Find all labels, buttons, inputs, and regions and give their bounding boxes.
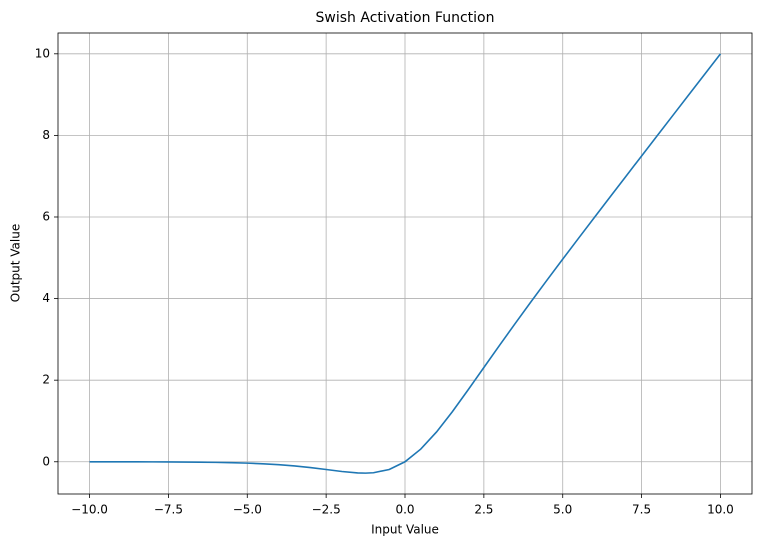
x-tick-label: 10.0 — [707, 503, 734, 517]
x-axis-label: Input Value — [371, 523, 439, 537]
x-tick-label: 2.5 — [474, 503, 493, 517]
y-axis-label: Output Value — [9, 224, 23, 302]
plot-frame — [57, 32, 753, 495]
y-tick-label: 10 — [35, 46, 50, 60]
x-tick-label: 5.0 — [553, 503, 572, 517]
x-tick-label: −7.5 — [154, 503, 183, 517]
y-tick-label: 4 — [42, 291, 50, 305]
x-tick-label: −10.0 — [71, 503, 108, 517]
y-tick-label: 0 — [42, 454, 50, 468]
x-tick-label: −2.5 — [312, 503, 341, 517]
chart-title: Swish Activation Function — [316, 10, 495, 26]
x-tick-label: 0.0 — [395, 503, 414, 517]
line — [89, 53, 722, 474]
y-tick-label: 2 — [42, 373, 50, 387]
x-tick-label: −5.0 — [233, 503, 262, 517]
y-tick-label: 6 — [42, 209, 50, 223]
y-tick-label: 8 — [42, 128, 50, 142]
x-tick-label: 7.5 — [632, 503, 651, 517]
